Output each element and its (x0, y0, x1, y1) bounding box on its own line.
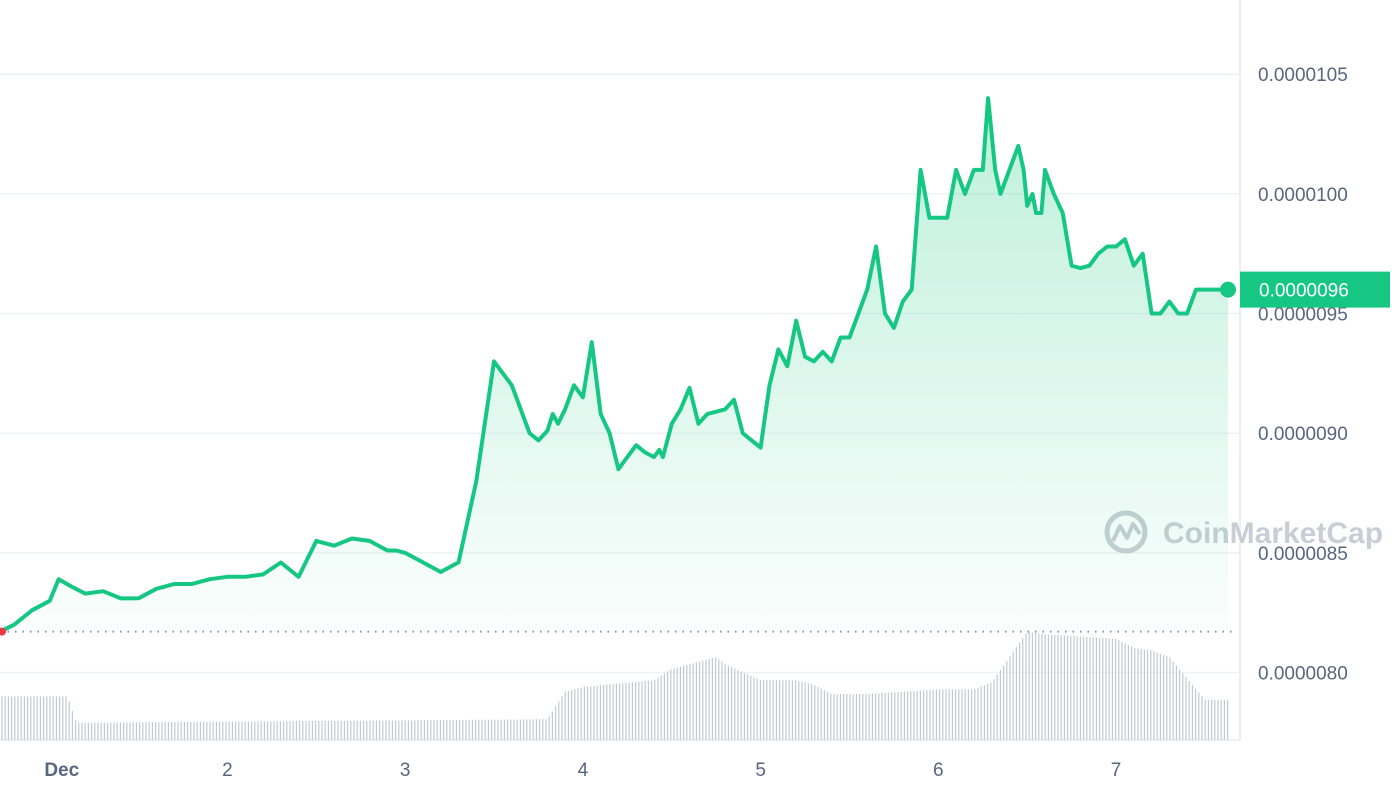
current-price-label: 0.0000096 (1259, 281, 1349, 302)
x-tick-label: 5 (755, 760, 766, 781)
current-price-dot[interactable] (1220, 281, 1236, 298)
x-axis: Dec 2 3 4 5 6 7 (44, 760, 1121, 781)
x-tick-label: 4 (578, 760, 589, 781)
price-line (0, 96, 1230, 634)
x-tick-label: 7 (1111, 760, 1122, 781)
y-axis: 0.0000105 0.0000100 0.0000095 0.0000090 0.00… (1258, 65, 1348, 684)
y-tick-label: 0.0000090 (1258, 424, 1348, 445)
start-marker (0, 627, 6, 636)
y-tick-label: 0.0000100 (1258, 185, 1348, 206)
price-area (0, 98, 1228, 632)
current-price-badge: 0.0000096 (1240, 271, 1390, 308)
volume-bars (1, 632, 1229, 740)
y-tick-label: 0.0000085 (1258, 544, 1348, 565)
x-tick-label: 6 (933, 760, 944, 781)
y-tick-label: 0.0000095 (1258, 305, 1348, 326)
x-tick-label: 2 (222, 760, 233, 781)
x-tick-label: 3 (400, 760, 411, 781)
y-tick-label: 0.0000080 (1258, 664, 1348, 685)
current-price-badge-bg (1240, 271, 1390, 308)
y-tick-label: 0.0000105 (1258, 65, 1348, 86)
x-tick-label: Dec (44, 760, 79, 781)
